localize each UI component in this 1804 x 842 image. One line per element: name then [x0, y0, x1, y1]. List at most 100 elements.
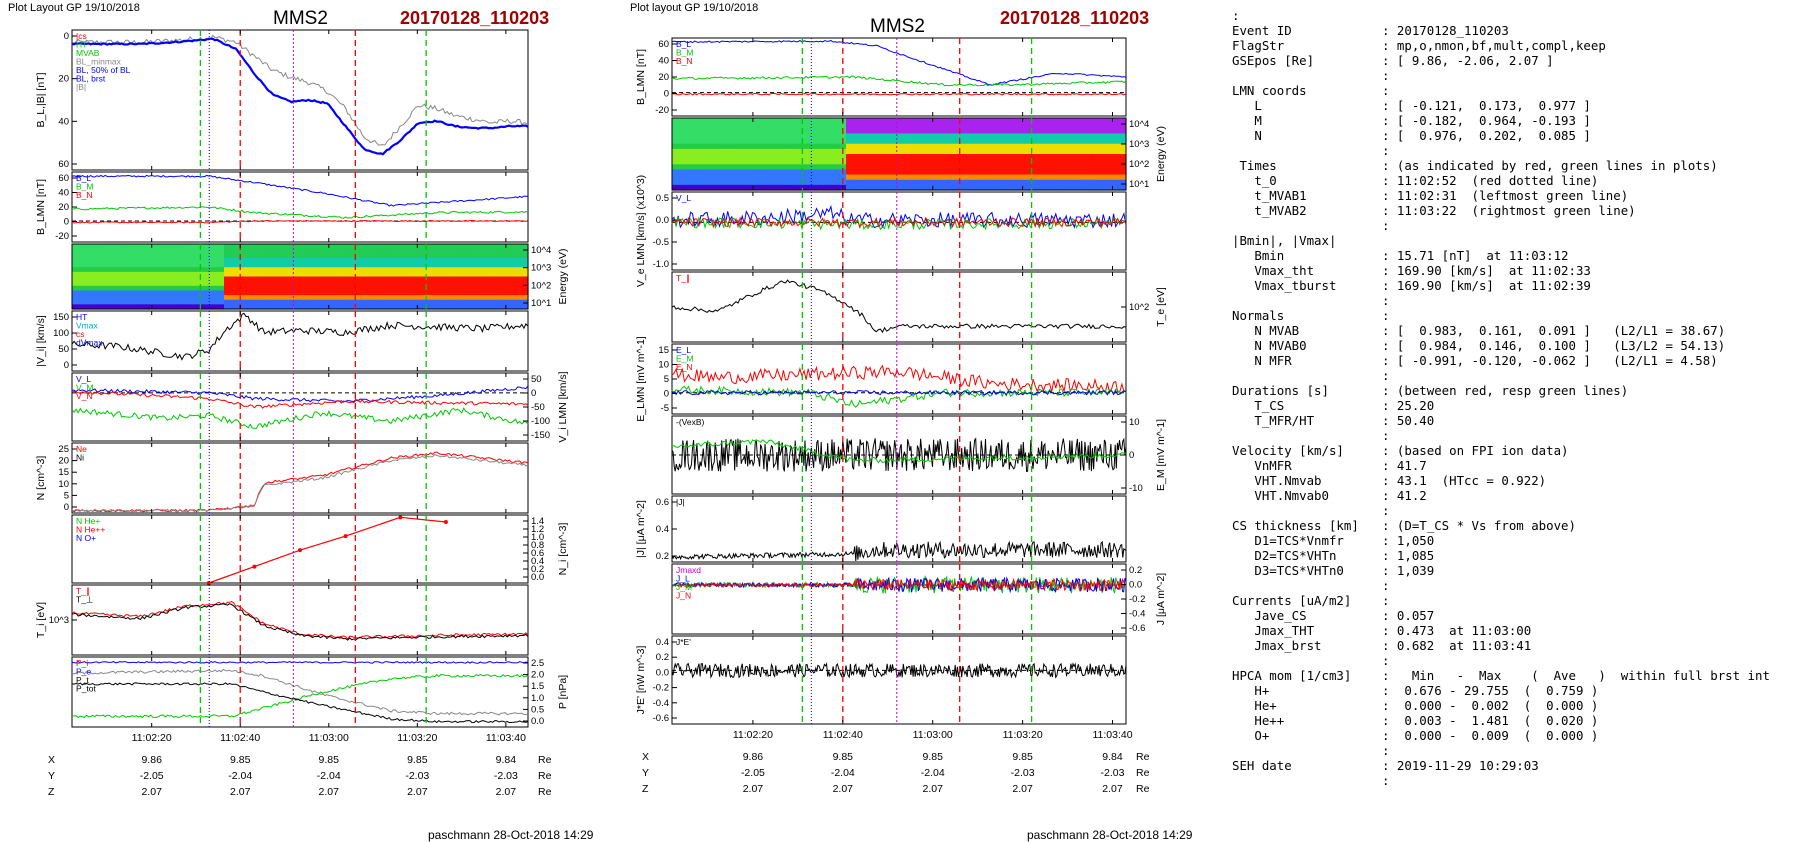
spectrogram-cell — [444, 295, 453, 301]
summary-row: N MVAB: [ 0.983, 0.161, 0.091 ] (L2/L1 =… — [1232, 323, 1725, 338]
spectrogram-cell — [830, 179, 840, 186]
spectrogram-cell — [94, 299, 103, 305]
spectrogram-cell — [117, 244, 126, 250]
spectrogram-cell — [921, 148, 930, 155]
spectrogram-cell — [883, 123, 893, 129]
spectrogram-cell — [170, 244, 179, 250]
spectrogram-cell — [967, 123, 976, 129]
spectrogram-cell — [1103, 118, 1112, 124]
spectrogram-cell — [732, 128, 741, 135]
y-tick-label: 0 — [531, 388, 536, 399]
spectrogram-cell — [406, 276, 415, 282]
spectrogram-cell — [732, 169, 741, 176]
spectrogram-cell — [322, 290, 331, 296]
spectrogram-cell — [1057, 118, 1067, 124]
y-tick-label: 1.0 — [531, 693, 544, 704]
spectrogram-cell — [929, 143, 938, 150]
legend-entry: N He+ — [76, 516, 100, 526]
spectrogram-cell — [125, 304, 134, 310]
spectrogram-cell — [891, 133, 900, 140]
spectrogram-cell — [140, 276, 149, 282]
series-vn — [72, 390, 529, 409]
spectrogram-cell — [974, 143, 983, 150]
spectrogram-cell — [239, 248, 248, 254]
spectrogram-cell — [277, 248, 286, 254]
spectrogram-cell — [1057, 169, 1067, 176]
spectrogram-cell — [201, 248, 210, 254]
spectrogram-cell — [974, 128, 983, 135]
spectrogram-cell — [322, 257, 331, 264]
spectrogram-cell — [861, 184, 870, 191]
spectrogram-cell — [740, 133, 749, 140]
spectrogram-cell — [505, 276, 514, 282]
spectrogram-cell — [755, 159, 764, 165]
y-tick-label: 20 — [58, 74, 69, 85]
spectrogram-cell — [876, 179, 885, 186]
y-tick-label: -0.6 — [653, 713, 669, 724]
spectrogram-cell — [277, 262, 286, 268]
spectrogram-cell — [406, 267, 415, 273]
spectrogram-cell — [338, 276, 347, 282]
spectrogram-cell — [853, 179, 862, 186]
spectrogram-cell — [1020, 174, 1029, 181]
summary-value: : Min - Max ( Ave ) within full brst int — [1382, 668, 1770, 683]
spectrogram-cell — [1103, 164, 1112, 171]
spectrogram-cell — [512, 304, 521, 310]
summary-value: : (based on FPI ion data) — [1382, 443, 1569, 458]
spectrogram-cell — [815, 174, 824, 181]
spectrogram-cell — [353, 244, 362, 250]
spectrogram-cell — [79, 290, 88, 296]
spectrogram-cell — [436, 253, 445, 259]
spectrogram-cell — [672, 128, 681, 135]
spectrogram-cell — [284, 271, 293, 278]
spectrogram-cell — [951, 128, 961, 135]
spectrogram-cell — [823, 143, 832, 150]
legend-entry: |J| — [676, 497, 685, 507]
spectrogram-cell — [467, 295, 476, 301]
spectrogram-cell — [936, 159, 945, 165]
spectrogram-cell — [216, 295, 225, 301]
spectrogram-cell — [452, 271, 461, 278]
spectrogram-cell — [1095, 154, 1104, 160]
spectrogram-cell — [1020, 138, 1029, 145]
spectrogram-cell — [861, 154, 870, 160]
spectrogram-cell — [929, 164, 938, 171]
spectrogram-cell — [383, 257, 392, 264]
spectrogram-cell — [224, 271, 233, 278]
spectrogram-cell — [974, 138, 983, 145]
spectrogram-cell — [414, 262, 423, 268]
summary-key: D2=TCS*VHTn — [1232, 548, 1337, 563]
spectrogram-cell — [936, 148, 945, 155]
y-tick-label: 10^2 — [1129, 159, 1149, 170]
spectrogram-cell — [110, 248, 119, 254]
spectrogram-cell — [1080, 174, 1089, 181]
summary-value: : (D=T_CS * Vs from above) — [1382, 518, 1576, 533]
he-plus-plus-point — [252, 564, 257, 569]
spectrogram-cell — [785, 179, 794, 186]
spectrogram-cell — [951, 179, 961, 186]
spectrogram-cell — [216, 267, 225, 273]
series-t-perp — [71, 603, 529, 641]
spectrogram-cell — [740, 154, 749, 160]
spectrogram-cell — [717, 143, 726, 150]
spectrogram-cell — [94, 244, 103, 250]
spectrogram-cell — [186, 253, 195, 259]
spectrogram-cell — [944, 138, 953, 145]
spectrogram-cell — [459, 248, 468, 254]
spectrogram-cell — [292, 248, 301, 254]
spectrogram-cell — [338, 299, 347, 305]
spectrogram-cell — [193, 285, 202, 292]
spectrogram-cell — [79, 257, 88, 264]
spectrogram-cell — [482, 271, 491, 278]
summary-row: |Bmin|, |Vmax| — [1232, 233, 1382, 248]
spectrogram-cell — [72, 253, 81, 259]
spectrogram-cell — [193, 299, 202, 305]
spectrogram-cell — [254, 299, 263, 305]
spectrogram-cell — [338, 262, 347, 268]
spectrogram-cell — [1103, 128, 1112, 135]
spectrogram-cell — [345, 271, 354, 278]
spectrogram-cell — [899, 174, 908, 181]
spectrogram-cell — [186, 262, 195, 268]
spectrogram-cell — [997, 148, 1006, 155]
spectrogram-cell — [520, 285, 529, 292]
